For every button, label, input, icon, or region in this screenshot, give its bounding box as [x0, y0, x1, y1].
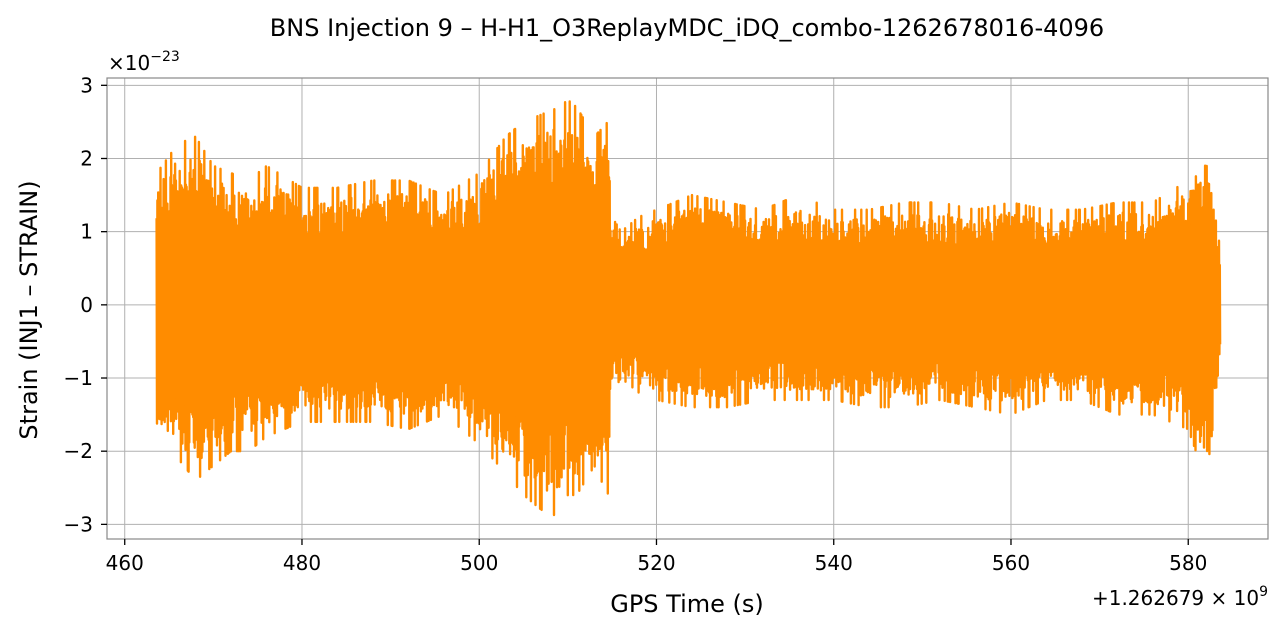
y-scale-base: ×10 — [108, 51, 150, 75]
x-axis-label: GPS Time (s) — [610, 590, 764, 618]
y-scale-exponent: −23 — [150, 49, 180, 65]
axis-ticks: 460 480 500 520 540 560 580 −3 −2 −1 0 1 2 3 — [64, 73, 1208, 575]
chart-title: BNS Injection 9 – H-H1_O3ReplayMDC_iDQ_c… — [270, 14, 1104, 42]
y-tick-label: 1 — [80, 220, 93, 244]
data-area — [155, 100, 1222, 517]
x-tick-label: 580 — [1169, 551, 1207, 575]
y-tick-label: −3 — [64, 512, 93, 536]
y-tick-label: −1 — [64, 366, 93, 390]
x-tick-label: 460 — [106, 551, 144, 575]
plot-frame — [106, 77, 1269, 540]
y-tick-label: 2 — [80, 146, 93, 170]
y-axis-scale-factor: ×10−23 — [108, 49, 180, 75]
strain-trace-core — [156, 178, 1221, 437]
x-tick-label: 520 — [637, 551, 675, 575]
x-tick-label: 480 — [283, 551, 321, 575]
x-tick-label: 560 — [992, 551, 1030, 575]
y-tick-label: −2 — [64, 439, 93, 463]
x-tick-label: 500 — [460, 551, 498, 575]
y-tick-label: 0 — [80, 293, 93, 317]
x-offset-base: +1.262679 × 10 — [1092, 586, 1259, 610]
x-tick-label: 540 — [815, 551, 853, 575]
x-offset-exponent: 9 — [1259, 584, 1268, 600]
y-tick-label: 3 — [80, 73, 93, 97]
x-axis-offset: +1.262679 × 109 — [1092, 584, 1268, 610]
y-axis-label: Strain (INJ1 – STRAIN) — [15, 180, 43, 439]
